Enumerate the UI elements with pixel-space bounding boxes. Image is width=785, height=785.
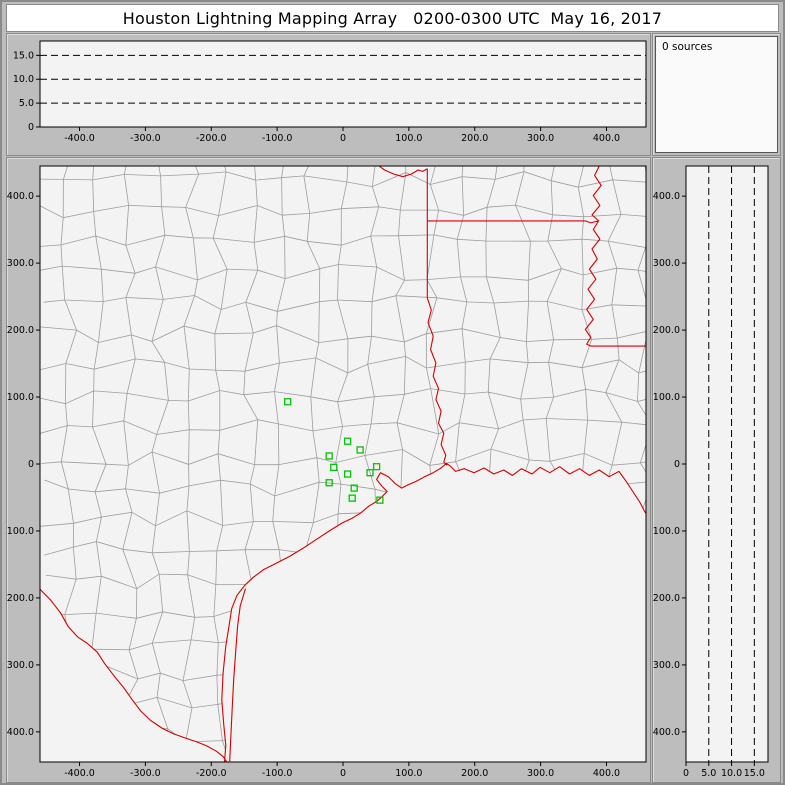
- svg-text:15.0: 15.0: [13, 50, 34, 61]
- altitude-vs-northsouth-panel: 0 5.0 10.015.0 400.0 300.0 200.0 100.0 0 -100.0 -…: [652, 157, 781, 783]
- svg-text:300.0: 300.0: [653, 258, 680, 269]
- svg-text:100.0: 100.0: [7, 392, 34, 403]
- svg-text:-300.0: -300.0: [130, 133, 161, 144]
- svg-text:10.0: 10.0: [721, 768, 742, 779]
- plan-view-map-plot[interactable]: -400.0 -300.0 -200.0 -100.0 0 100.0 200.0 300.0…: [7, 158, 648, 780]
- svg-text:5.0: 5.0: [19, 98, 34, 109]
- window-title: Houston Lightning Mapping Array 0200-030…: [6, 4, 779, 32]
- plan-view-map-panel: -400.0 -300.0 -200.0 -100.0 0 100.0 200.0 300.0…: [6, 157, 651, 783]
- svg-text:0: 0: [340, 768, 346, 779]
- svg-text:200.0: 200.0: [461, 768, 488, 779]
- svg-text:-300.0: -300.0: [653, 660, 680, 671]
- svg-text:-100.0: -100.0: [653, 526, 680, 537]
- svg-text:-400.0: -400.0: [64, 133, 95, 144]
- svg-text:-400.0: -400.0: [7, 727, 34, 738]
- svg-text:-100.0: -100.0: [7, 526, 34, 537]
- svg-text:-100.0: -100.0: [262, 768, 293, 779]
- svg-text:200.0: 200.0: [653, 325, 680, 336]
- lma-station-markers: [284, 398, 384, 504]
- sources-panel: 0 sources: [652, 33, 781, 156]
- svg-text:-200.0: -200.0: [7, 593, 34, 604]
- sources-count-box: 0 sources: [655, 36, 778, 153]
- svg-text:0: 0: [683, 768, 689, 779]
- svg-text:-100.0: -100.0: [262, 133, 293, 144]
- svg-text:0: 0: [674, 459, 680, 470]
- altitude-vs-eastwest-panel: -400.0 -300.0 -200.0 -100.0 0 100.0 200.0 300.0…: [6, 33, 651, 156]
- svg-text:300.0: 300.0: [527, 133, 554, 144]
- svg-text:100.0: 100.0: [395, 768, 422, 779]
- altitude-vs-eastwest-plot[interactable]: -400.0 -300.0 -200.0 -100.0 0 100.0 200.0 300.0…: [7, 34, 648, 153]
- svg-text:0: 0: [28, 122, 34, 133]
- svg-text:5.0: 5.0: [701, 768, 716, 779]
- svg-text:0: 0: [28, 459, 34, 470]
- svg-text:-200.0: -200.0: [196, 133, 227, 144]
- svg-text:300.0: 300.0: [527, 768, 554, 779]
- svg-text:300.0: 300.0: [7, 258, 34, 269]
- svg-text:400.0: 400.0: [593, 768, 620, 779]
- sources-count-label: 0 sources: [662, 41, 713, 53]
- svg-text:10.0: 10.0: [13, 74, 34, 85]
- svg-text:100.0: 100.0: [395, 133, 422, 144]
- svg-text:200.0: 200.0: [461, 133, 488, 144]
- svg-text:0: 0: [340, 133, 346, 144]
- svg-text:400.0: 400.0: [7, 191, 34, 202]
- svg-text:-400.0: -400.0: [653, 727, 680, 738]
- svg-text:-300.0: -300.0: [7, 660, 34, 671]
- svg-text:200.0: 200.0: [7, 325, 34, 336]
- svg-text:100.0: 100.0: [653, 392, 680, 403]
- svg-text:-400.0: -400.0: [64, 768, 95, 779]
- svg-text:400.0: 400.0: [653, 191, 680, 202]
- svg-text:400.0: 400.0: [593, 133, 620, 144]
- altitude-vs-northsouth-plot[interactable]: 0 5.0 10.015.0 400.0 300.0 200.0 100.0 0 -100.0 -…: [653, 158, 778, 780]
- svg-text:-300.0: -300.0: [130, 768, 161, 779]
- svg-text:-200.0: -200.0: [653, 593, 680, 604]
- svg-text:15.0: 15.0: [744, 768, 765, 779]
- state-borders-coastline: [40, 166, 646, 762]
- svg-text:-200.0: -200.0: [196, 768, 227, 779]
